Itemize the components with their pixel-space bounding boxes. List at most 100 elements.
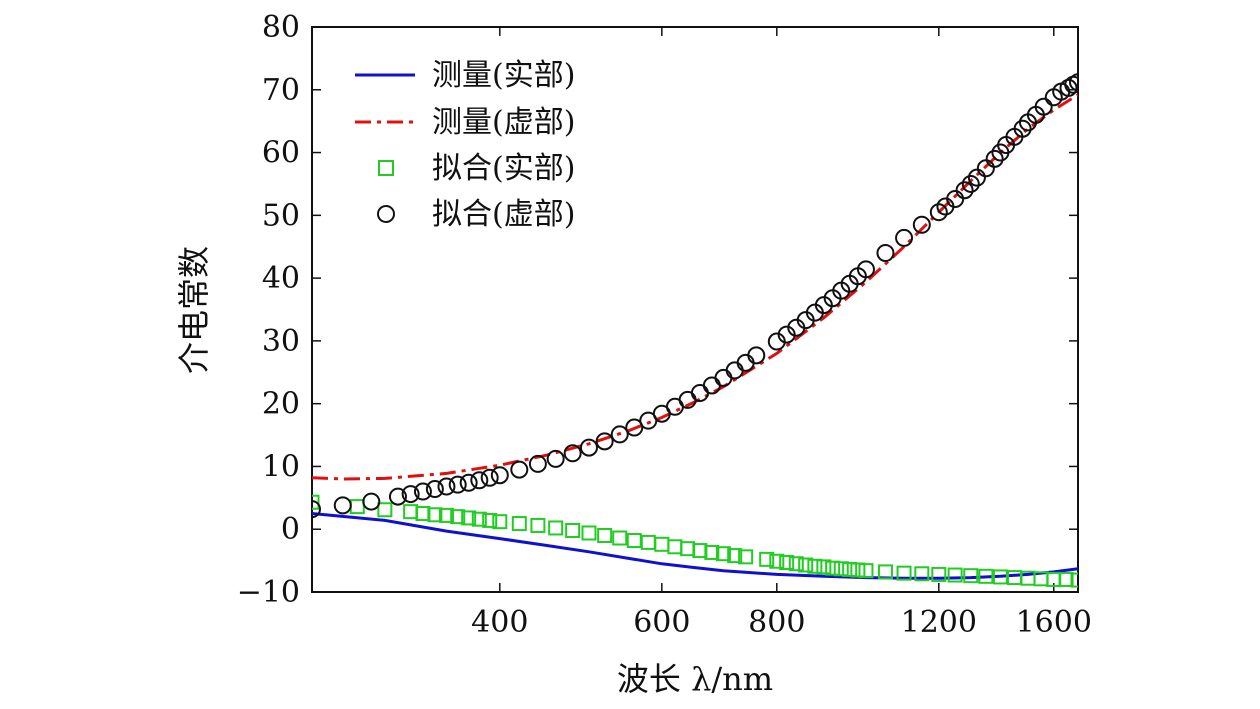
fit-imag-point — [856, 260, 875, 279]
fit-real-point — [667, 539, 683, 555]
legend-item-fit-imag: 拟合(虚部) — [377, 197, 575, 232]
y-tick-label: 20 — [262, 387, 300, 422]
fit-imag-point — [967, 168, 986, 187]
fit-imag-point — [1034, 97, 1053, 116]
fit-imag-point — [510, 460, 529, 479]
legend-label: 拟合(虚部) — [432, 197, 575, 232]
fit-imag-point — [714, 368, 733, 387]
fit-real-point — [992, 569, 1008, 585]
fit-real-point — [715, 546, 731, 562]
legend-item-fit-real: 拟合(实部) — [378, 151, 575, 186]
fit-real-point — [769, 553, 785, 569]
fit-imag-point — [437, 477, 456, 496]
fit-real-point — [492, 514, 508, 530]
fit-real-point — [427, 507, 443, 523]
fit-imag-point — [459, 473, 478, 492]
fit-real-point — [978, 568, 994, 584]
fit-imag-point — [725, 361, 744, 380]
fit-real-point — [788, 556, 804, 572]
series-measured-real-line — [312, 512, 1078, 580]
x-tick-label: 1200 — [901, 605, 977, 640]
x-tick-labels: 400 600 800 1200 1600 — [471, 605, 1092, 640]
legend-label: 测量(虚部) — [432, 105, 575, 140]
fit-imag-point — [480, 468, 499, 487]
fit-real-point — [842, 561, 858, 577]
fit-imag-point — [528, 454, 547, 473]
fit-imag-point — [1059, 78, 1078, 97]
fit-imag-point — [610, 425, 629, 444]
fit-real-point — [931, 566, 947, 582]
fit-imag-point — [1013, 119, 1032, 138]
legend-item-measured-imag: 测量(虚部) — [355, 105, 575, 140]
fit-real-point — [825, 560, 841, 576]
fit-imag-point — [470, 471, 489, 490]
fit-real-point — [403, 504, 419, 520]
fit-real-point — [377, 502, 393, 518]
fit-real-point — [438, 507, 454, 523]
fit-imag-point — [333, 496, 352, 515]
fit-real-point — [1006, 570, 1022, 586]
fit-real-point — [415, 506, 431, 522]
fit-real-point — [471, 511, 487, 527]
fit-real-point — [896, 565, 912, 581]
y-tick-label: 40 — [262, 261, 300, 296]
fit-real-point — [548, 520, 564, 536]
fit-imag-point — [912, 215, 931, 234]
fit-real-point — [738, 549, 754, 565]
x-axis-title: 波长 λ/nm — [617, 660, 773, 698]
fit-imag-point — [579, 438, 598, 457]
fit-real-point — [511, 516, 527, 532]
fit-imag-point — [895, 228, 914, 247]
fit-real-point — [640, 534, 656, 550]
fit-real-point — [858, 563, 874, 579]
fit-imag-point — [961, 174, 980, 193]
fit-real-point — [654, 536, 670, 552]
legend-label: 拟合(实部) — [432, 151, 575, 186]
fit-real-point — [597, 528, 613, 543]
fit-real-point — [581, 525, 597, 541]
fit-imag-point — [448, 475, 467, 494]
fit-imag-point — [1069, 73, 1078, 92]
fit-real-point — [680, 541, 696, 557]
y-tick-label: 80 — [262, 10, 300, 45]
fit-imag-point — [362, 492, 381, 511]
fit-real-point — [692, 543, 708, 559]
y-tick-labels: −10 0 10 20 30 40 50 60 70 80 — [237, 10, 300, 610]
fit-imag-point — [401, 485, 420, 504]
fit-imag-point — [413, 482, 432, 501]
fit-real-point — [312, 494, 320, 510]
legend: 测量(实部) 测量(虚部) 拟合(实部) 拟合(虚部) — [355, 58, 575, 232]
fit-real-point — [877, 564, 893, 580]
fit-real-point — [963, 568, 979, 584]
fit-real-point — [850, 562, 866, 578]
fit-imag-point — [736, 353, 755, 372]
y-tick-label: 50 — [262, 198, 300, 233]
x-tick-label: 800 — [748, 605, 805, 640]
fit-real-point — [947, 567, 963, 583]
fit-real-point — [482, 512, 498, 528]
fit-imag-point — [747, 346, 766, 365]
fit-imag-point — [702, 376, 721, 395]
fit-real-point — [798, 557, 814, 573]
y-tick-label: 60 — [262, 136, 300, 171]
fit-imag-point — [690, 383, 709, 402]
fit-real-point — [626, 533, 642, 549]
fit-real-point — [816, 559, 832, 575]
y-axis-title: 介电常数 — [175, 246, 213, 374]
fit-imag-point — [595, 432, 614, 451]
fit-real-point — [530, 517, 546, 533]
fit-imag-point — [546, 449, 565, 468]
fit-real-point — [704, 544, 720, 560]
fit-real-point — [565, 522, 581, 538]
fit-imag-point — [625, 418, 644, 437]
legend-swatch-circle — [377, 205, 395, 223]
legend-item-measured-real: 测量(实部) — [355, 58, 575, 93]
fit-imag-point — [490, 466, 509, 485]
y-tick-label: −10 — [237, 575, 300, 610]
fit-real-point — [612, 530, 628, 546]
y-tick-label: 0 — [281, 512, 300, 547]
fit-imag-point — [425, 480, 444, 499]
fit-real-point — [727, 548, 743, 564]
fit-real-point — [1070, 572, 1078, 588]
